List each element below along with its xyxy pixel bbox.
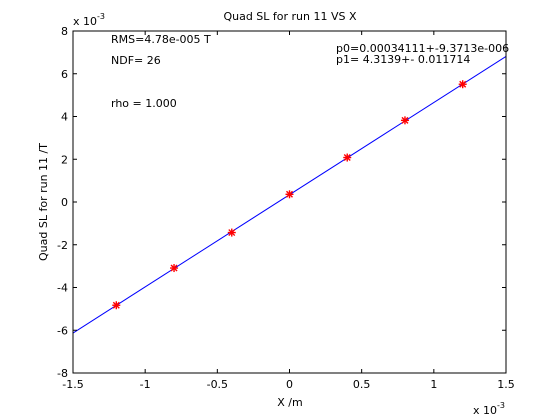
x-tick-label: 1.5 bbox=[497, 378, 515, 391]
y-tick-label: -2 bbox=[57, 239, 68, 252]
x-tick-label: -1.5 bbox=[62, 378, 83, 391]
y-multiplier-base: x 10 bbox=[73, 15, 97, 28]
y-tick-label: -4 bbox=[57, 282, 68, 295]
annotation-ndf: NDF= 26 bbox=[111, 54, 161, 67]
x-tick-label: -1 bbox=[140, 378, 151, 391]
y-tick-labels: -8 -6 -4 -2 0 2 4 6 8 bbox=[57, 25, 68, 380]
data-point bbox=[170, 264, 179, 273]
x-multiplier-base: x 10 bbox=[473, 404, 497, 417]
x-axis-label: X /m bbox=[277, 396, 302, 409]
plot-area bbox=[73, 31, 506, 373]
y-tick-label: 2 bbox=[61, 153, 68, 166]
data-point bbox=[285, 190, 294, 199]
annotation-p0: p0=0.00034111+-9.3713e-006 bbox=[336, 42, 509, 55]
y-tick-label: -6 bbox=[57, 324, 68, 337]
x-multiplier: x 10-3 bbox=[473, 401, 505, 417]
y-multiplier-exponent: -3 bbox=[97, 12, 105, 21]
y-axis-label: Quad SL for run 11 /T bbox=[37, 143, 50, 261]
data-point bbox=[458, 80, 467, 89]
y-tick-label: -8 bbox=[57, 367, 68, 380]
x-tick-label: 0.5 bbox=[353, 378, 371, 391]
data-point bbox=[112, 301, 121, 310]
annotation-rms: RMS=4.78e-005 T bbox=[111, 33, 211, 46]
y-tick-label: 8 bbox=[61, 25, 68, 38]
axes-box bbox=[72, 30, 507, 374]
annotation-p1: p1= 4.3139+- 0.011714 bbox=[336, 53, 470, 66]
data-point bbox=[400, 116, 409, 125]
data-points-layer bbox=[112, 80, 467, 310]
chart-title: Quad SL for run 11 VS X bbox=[223, 10, 357, 23]
y-tick-label: 4 bbox=[61, 111, 68, 124]
annotation-rho: rho = 1.000 bbox=[111, 97, 177, 110]
y-tick-label: 6 bbox=[61, 68, 68, 81]
y-tick-label: 0 bbox=[61, 196, 68, 209]
y-multiplier: x 10-3 bbox=[73, 12, 105, 28]
x-tick-label: 0 bbox=[286, 378, 293, 391]
x-tick-labels: -1.5 -1 -0.5 0 0.5 1 1.5 bbox=[62, 378, 514, 391]
data-point bbox=[343, 153, 352, 162]
x-tick-label: -0.5 bbox=[207, 378, 228, 391]
x-multiplier-exponent: -3 bbox=[497, 401, 505, 410]
data-point bbox=[227, 228, 236, 237]
x-tick-label: 1 bbox=[430, 378, 437, 391]
